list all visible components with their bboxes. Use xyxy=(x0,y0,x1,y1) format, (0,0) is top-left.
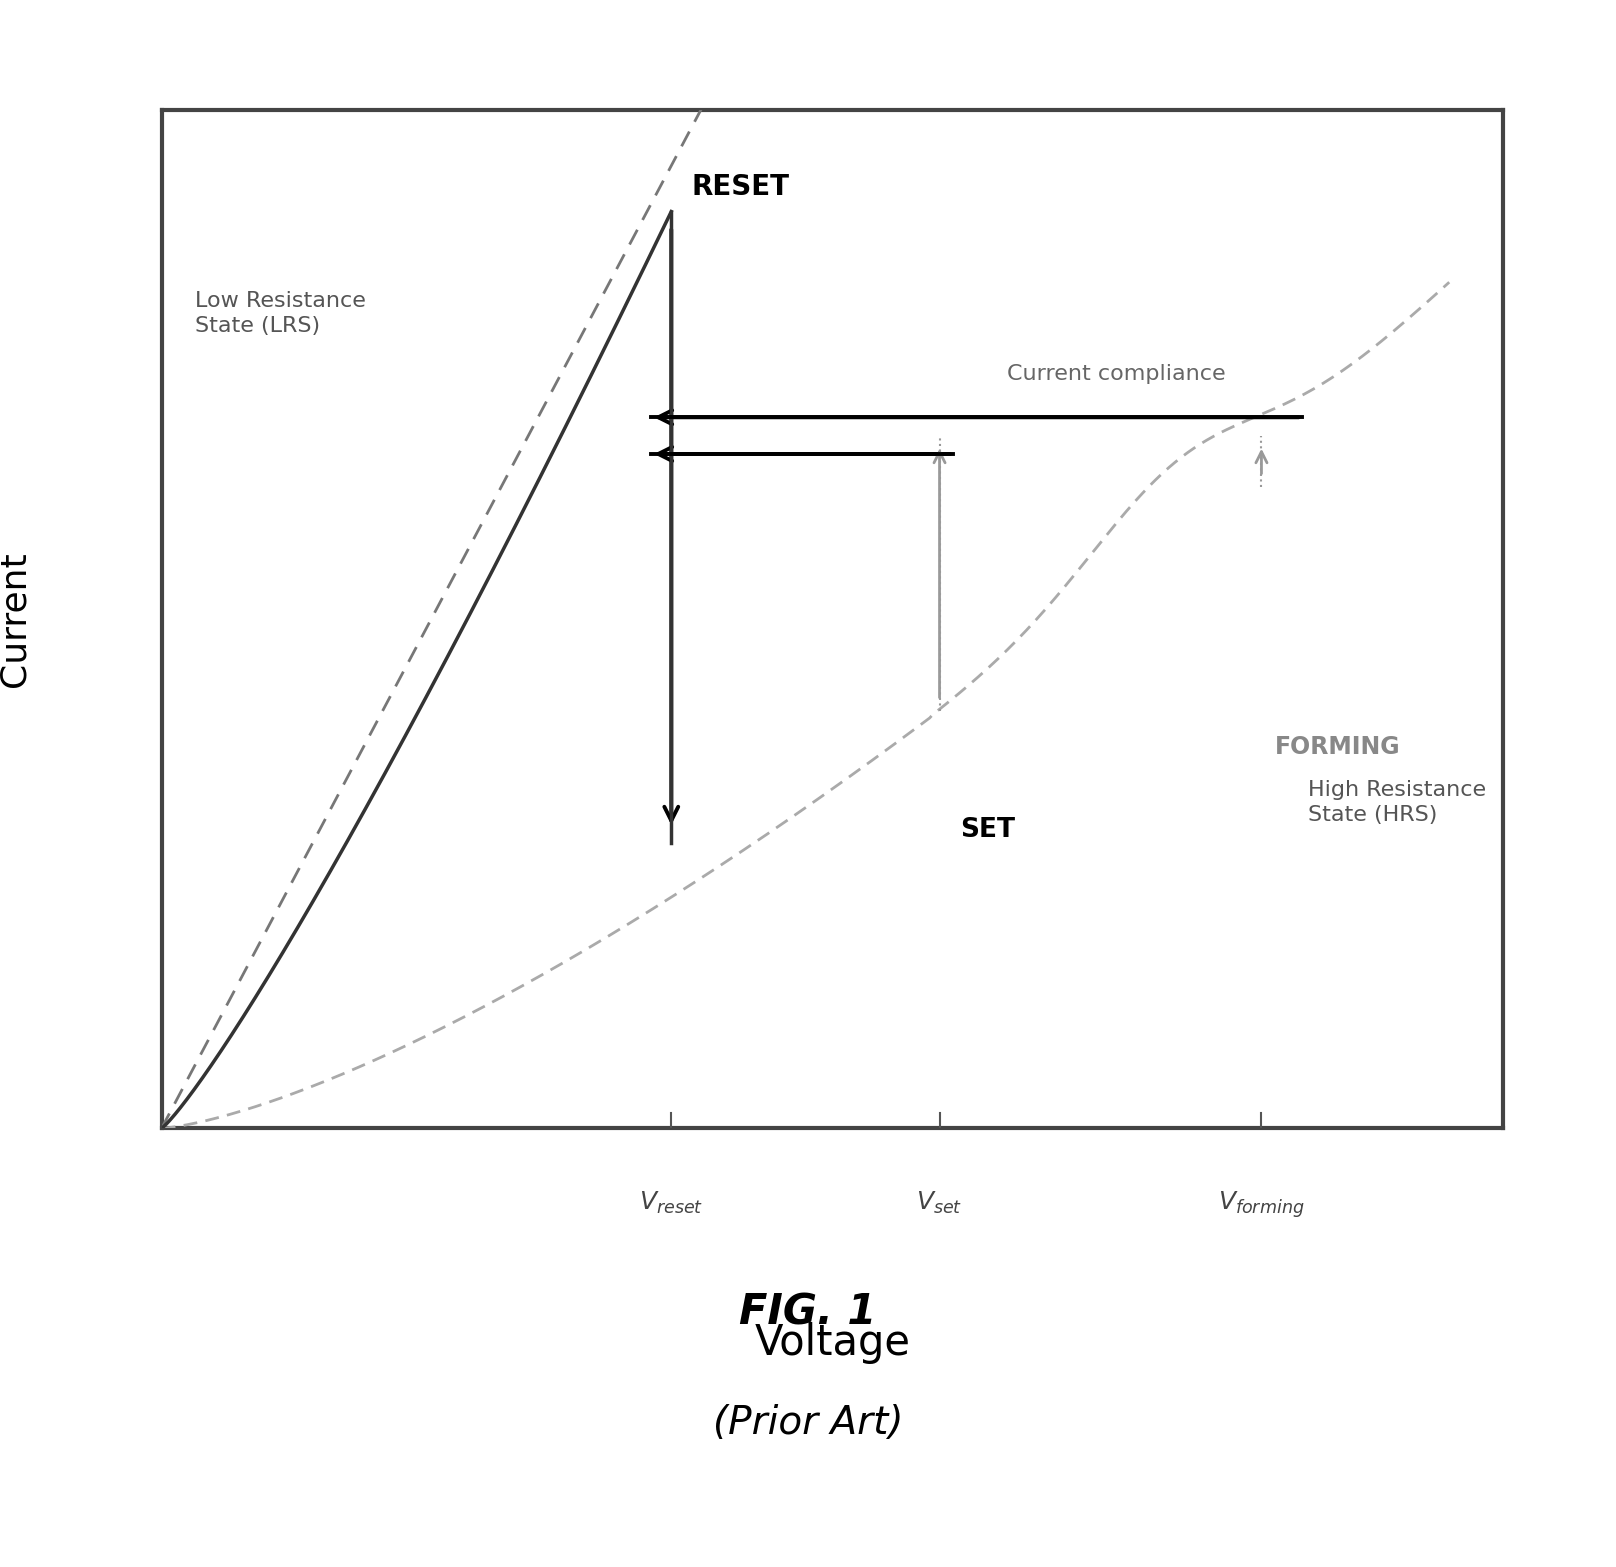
Text: FIG. 1: FIG. 1 xyxy=(739,1291,877,1334)
Text: SET: SET xyxy=(960,818,1015,843)
Text: Current: Current xyxy=(0,552,31,686)
Text: Voltage: Voltage xyxy=(755,1321,910,1363)
Text: RESET: RESET xyxy=(692,174,789,201)
Text: $V_{set}$: $V_{set}$ xyxy=(916,1189,963,1216)
Text: Current compliance: Current compliance xyxy=(1007,364,1225,384)
Text: (Prior Art): (Prior Art) xyxy=(713,1404,903,1442)
Text: $V_{forming}$: $V_{forming}$ xyxy=(1218,1189,1304,1221)
Text: FORMING: FORMING xyxy=(1275,735,1401,760)
Text: High Resistance
State (HRS): High Resistance State (HRS) xyxy=(1309,780,1487,824)
Text: Low Resistance
State (LRS): Low Resistance State (LRS) xyxy=(196,291,365,335)
Text: $V_{reset}$: $V_{reset}$ xyxy=(638,1189,703,1216)
